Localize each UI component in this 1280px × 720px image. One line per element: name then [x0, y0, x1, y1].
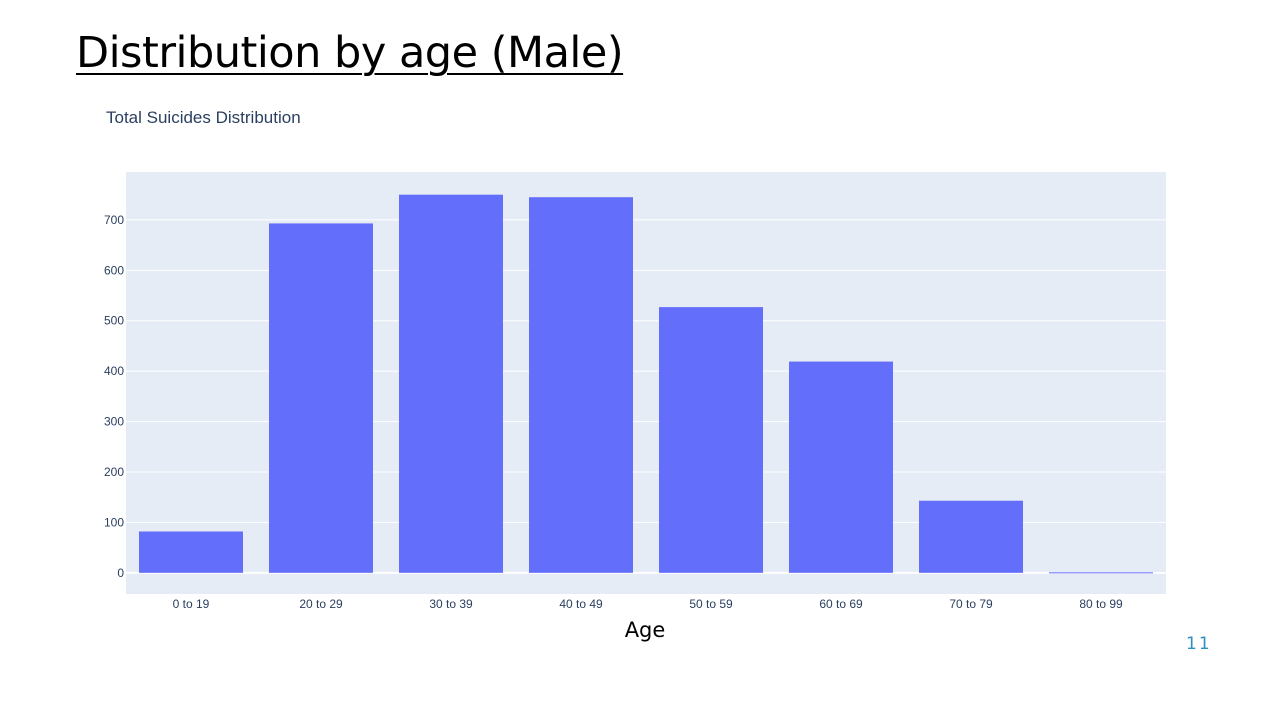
- bar: [659, 307, 763, 573]
- bar: [1049, 572, 1153, 574]
- y-tick-label: 200: [104, 465, 124, 479]
- page-number: 11: [1186, 634, 1212, 654]
- y-tick-label: 100: [104, 515, 124, 529]
- x-tick-label: 0 to 19: [173, 597, 210, 611]
- bar: [789, 361, 893, 573]
- bar: [919, 500, 1023, 573]
- x-tick-label: 50 to 59: [689, 597, 733, 611]
- x-tick-label: 70 to 79: [949, 597, 993, 611]
- bar: [399, 194, 503, 573]
- y-tick-label: 400: [104, 364, 124, 378]
- bar: [139, 531, 243, 573]
- y-tick-label: 300: [104, 415, 124, 429]
- chart-title: Total Suicides Distribution: [106, 108, 301, 127]
- x-tick-label: 30 to 39: [429, 597, 473, 611]
- y-tick-label: 600: [104, 263, 124, 277]
- x-axis-label: Age: [624, 618, 666, 642]
- x-tick-label: 20 to 29: [299, 597, 343, 611]
- y-tick-label: 700: [104, 213, 124, 227]
- y-tick-label: 0: [117, 566, 124, 580]
- bar: [529, 197, 633, 573]
- x-tick-label: 40 to 49: [559, 597, 603, 611]
- x-tick-label: 60 to 69: [819, 597, 863, 611]
- bar: [269, 223, 373, 573]
- x-tick-label: 80 to 99: [1079, 597, 1123, 611]
- slide-title: Distribution by age (Male): [76, 28, 624, 78]
- y-tick-label: 500: [104, 314, 124, 328]
